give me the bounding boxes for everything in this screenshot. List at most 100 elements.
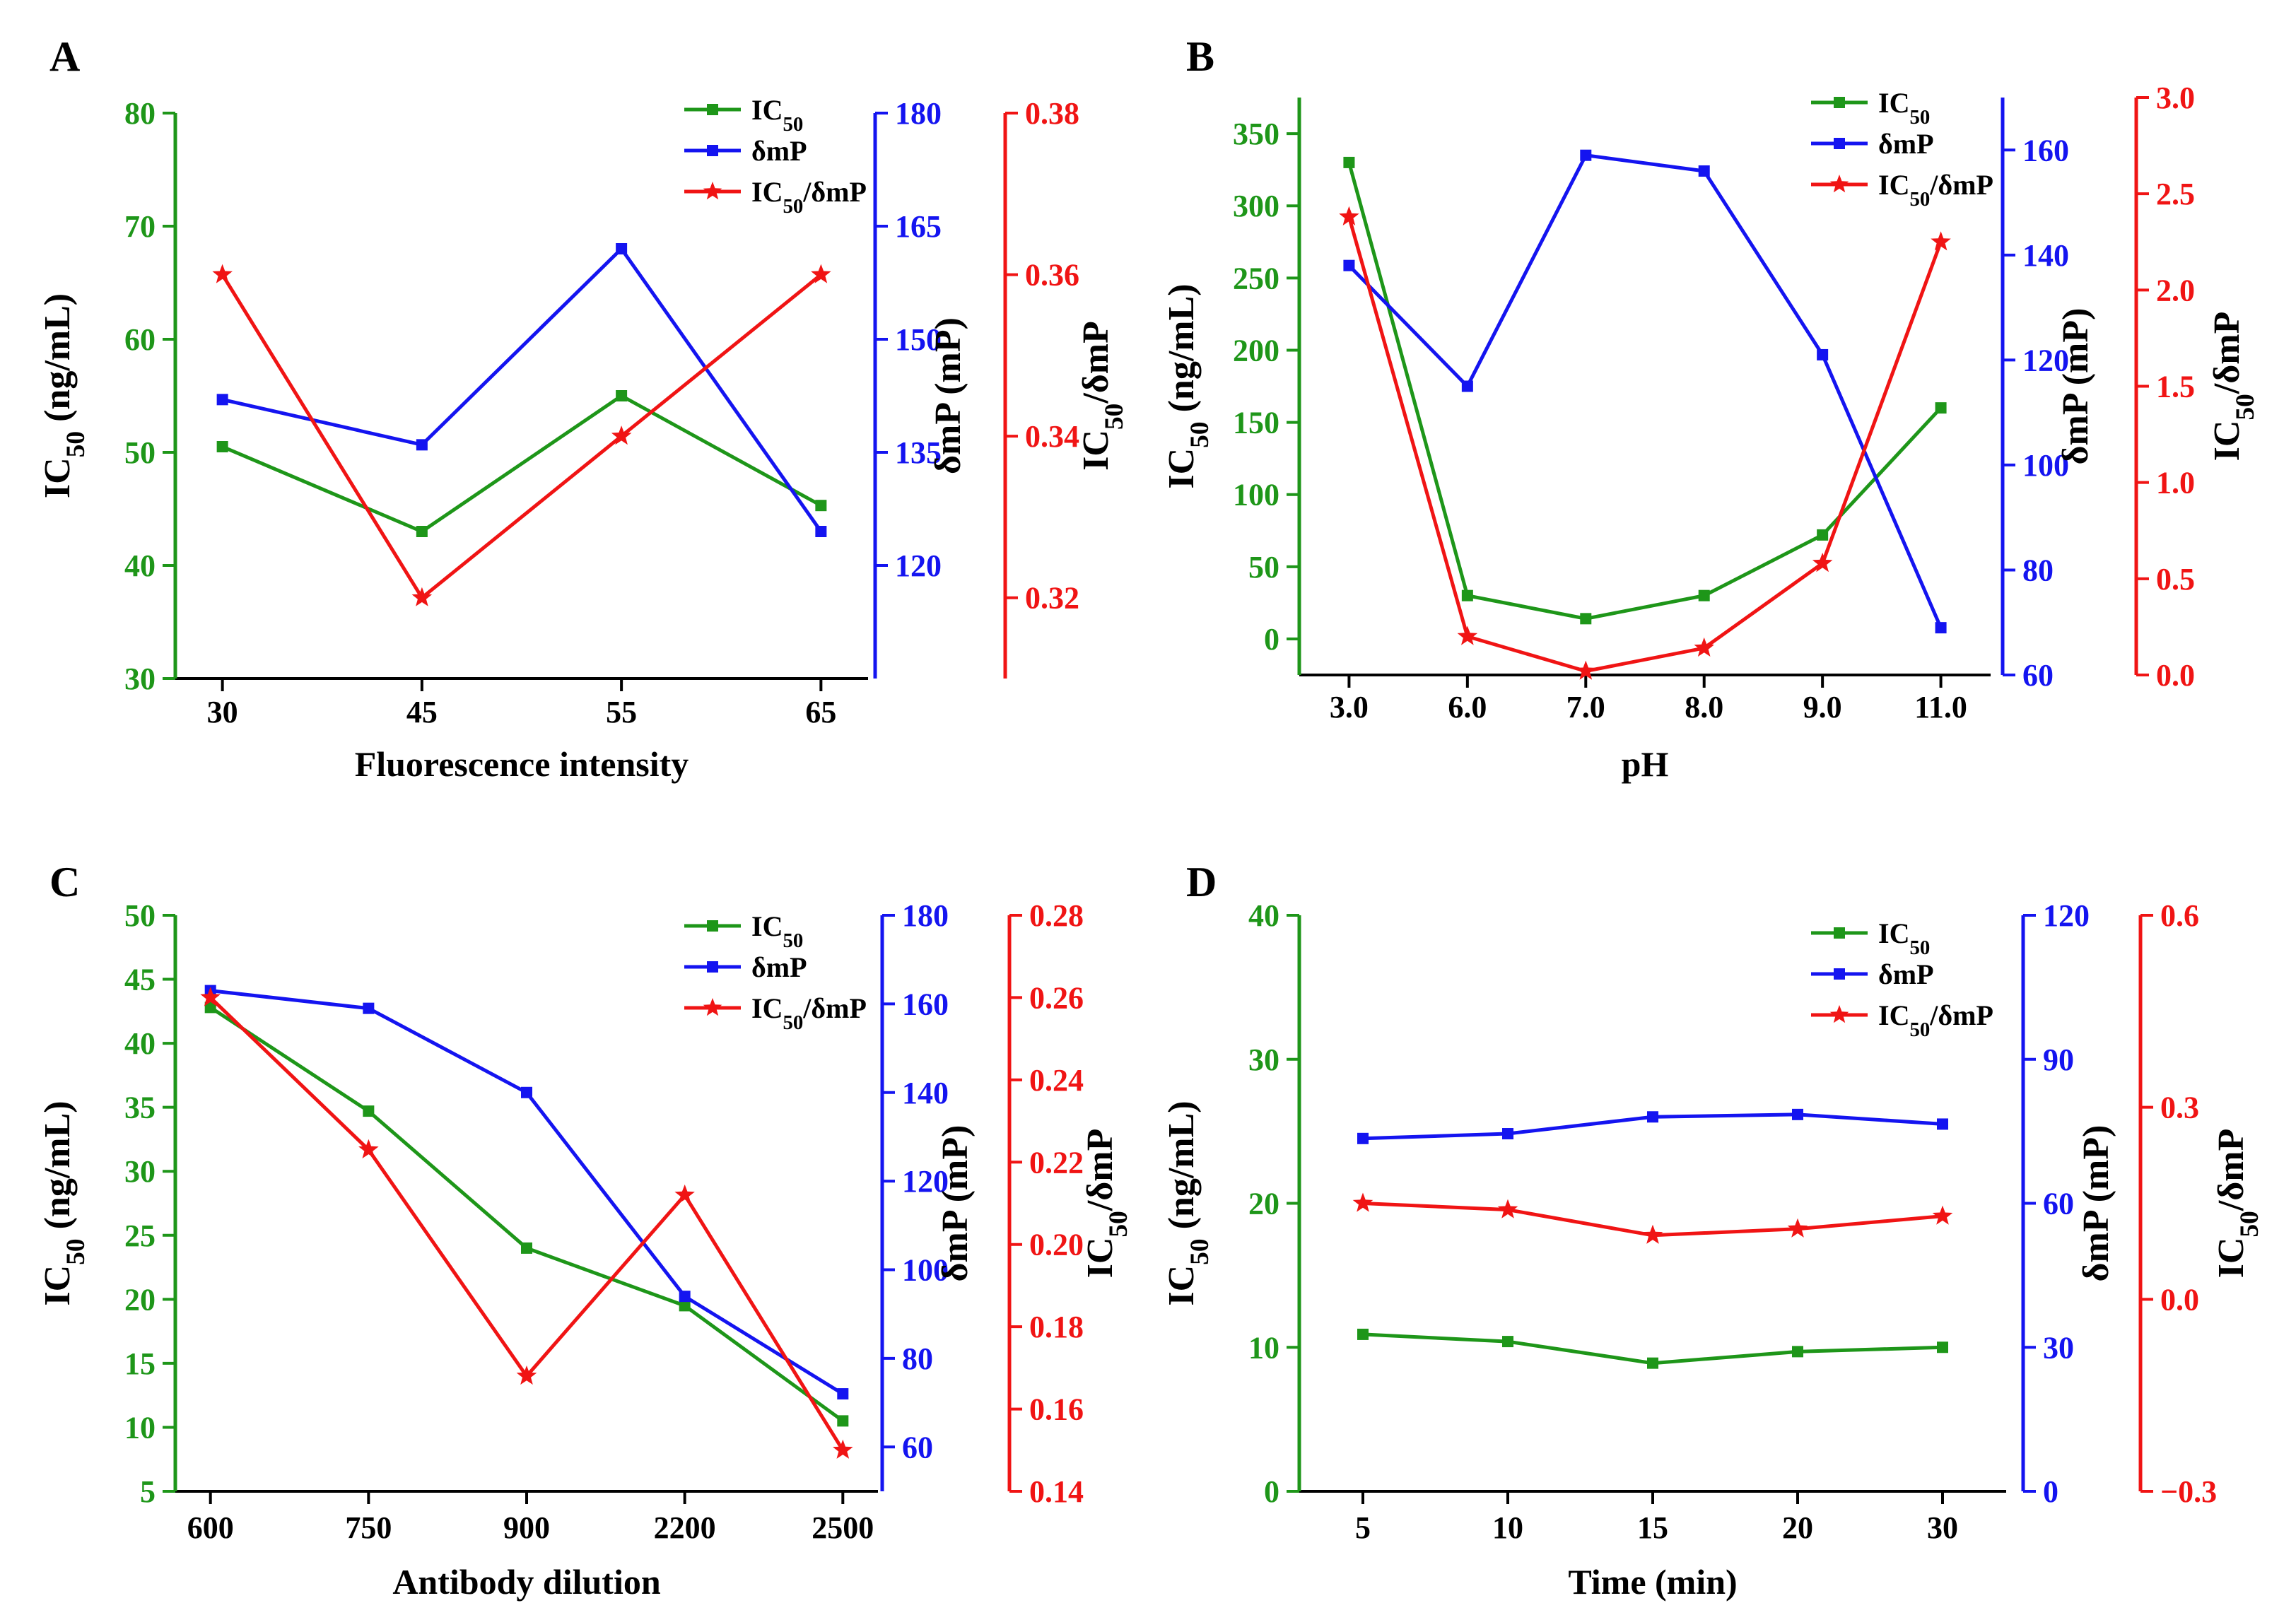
y-tick-label: 300 xyxy=(1233,189,1279,223)
y-tick-label: 200 xyxy=(1233,333,1279,368)
data-point xyxy=(1698,165,1710,177)
panel-C: C 600 750 900 2200 2500 Antibody dilution 5 10 15… xyxy=(37,859,1133,1602)
y2-axis-title: δmP (mP) xyxy=(935,1125,976,1282)
data-point xyxy=(679,1300,691,1312)
data-point xyxy=(411,587,433,606)
y-tick-label: 250 xyxy=(1233,261,1279,295)
data-point xyxy=(674,1184,695,1204)
y1-axis: 0 10 20 30 40 IC50 (ng/mL) xyxy=(1161,898,1301,1509)
y3-axis-title: IC50/δmP xyxy=(1080,1129,1133,1279)
series-line xyxy=(209,996,845,1452)
series-ic50 xyxy=(216,390,827,537)
y-tick-label: 80 xyxy=(2022,553,2054,587)
legend-marker xyxy=(707,145,718,156)
y-tick-label: 0.18 xyxy=(1029,1310,1084,1344)
data-point xyxy=(1497,1199,1518,1218)
series-dmp xyxy=(204,985,849,1400)
panel-D: D 5 10 15 20 30 Time (min) 0 10 20 30 40 IC50 (ng/mL… xyxy=(1161,859,2264,1602)
x-tick-label: 10 xyxy=(1492,1510,1523,1545)
y-tick-label: 50 xyxy=(124,435,156,470)
legend-label: IC50/δmP xyxy=(1878,169,1993,211)
data-point xyxy=(1935,622,1947,634)
y-tick-label: 350 xyxy=(1233,117,1279,151)
series-line xyxy=(221,273,822,601)
series-line xyxy=(1347,153,1943,629)
series-ratio xyxy=(212,264,831,606)
data-point xyxy=(1502,1128,1513,1140)
legend-label: δmP xyxy=(751,951,807,983)
x-tick-label: 2500 xyxy=(812,1510,874,1545)
legend-marker xyxy=(707,920,718,932)
y-tick-label: 135 xyxy=(895,435,942,470)
x-tick-label: 55 xyxy=(606,695,637,729)
y-tick-label: 180 xyxy=(902,898,949,933)
y-tick-label: 120 xyxy=(895,548,942,583)
y-tick-label: 5 xyxy=(140,1474,156,1509)
series-line xyxy=(210,989,844,1396)
x-tick-label: 2200 xyxy=(654,1510,716,1545)
legend-label: IC50 xyxy=(1878,87,1930,129)
data-point xyxy=(1931,231,1951,251)
data-point xyxy=(616,390,628,401)
series-dmp xyxy=(1357,1108,1948,1144)
y-tick-label: 160 xyxy=(902,987,949,1021)
data-point xyxy=(516,1366,537,1385)
legend-marker xyxy=(1834,927,1845,939)
x-tick-label: 30 xyxy=(1927,1510,1958,1545)
y2-axis: 120 135 150 165 180 δmP (mP) xyxy=(873,96,968,679)
y2-axis: 60 80 100 120 140 160 δmP (mP) xyxy=(2001,98,2096,693)
series-line xyxy=(209,1006,844,1423)
y1-axis: 30 40 50 60 70 80 IC50 (ng/mL) xyxy=(37,96,177,696)
panel-letter: B xyxy=(1186,33,1214,80)
legend-label: δmP xyxy=(1878,128,1934,160)
y-tick-label: 100 xyxy=(1233,478,1279,512)
legend-label: IC50 xyxy=(751,910,803,952)
y-tick-label: 15 xyxy=(124,1346,156,1381)
y-tick-label: 100 xyxy=(2022,448,2069,483)
y-tick-label: 60 xyxy=(124,322,156,357)
x-axis-label: pH xyxy=(1622,744,1669,784)
data-point xyxy=(216,394,228,406)
y-tick-label: 0 xyxy=(2043,1474,2058,1509)
data-point xyxy=(1647,1357,1658,1369)
y-tick-label: 2.5 xyxy=(2156,177,2195,211)
data-point xyxy=(815,500,827,512)
y2-axis: 0 30 60 90 120 δmP (mP) xyxy=(2021,898,2116,1509)
panel-letter: D xyxy=(1186,859,1217,905)
data-point xyxy=(1343,259,1355,271)
data-point xyxy=(204,1002,216,1014)
y-tick-label: 0.38 xyxy=(1025,96,1079,131)
x-tick-label: 6.0 xyxy=(1448,690,1487,724)
data-point xyxy=(363,1105,375,1117)
panel-letter: A xyxy=(49,33,80,80)
y3-axis: −0.3 0.0 0.3 0.6 IC50/δmP xyxy=(2138,898,2264,1509)
data-point xyxy=(1502,1336,1513,1348)
y-tick-label: 0.0 xyxy=(2156,658,2195,693)
data-point xyxy=(358,1139,379,1158)
series-line xyxy=(222,246,823,533)
x-tick-label: 900 xyxy=(503,1510,550,1545)
y-tick-label: 40 xyxy=(124,548,156,583)
data-point xyxy=(1580,149,1592,161)
x-tick-label: 8.0 xyxy=(1685,690,1723,724)
legend-marker xyxy=(703,998,722,1016)
y-tick-label: 0.28 xyxy=(1029,898,1084,933)
y-tick-label: −0.3 xyxy=(2160,1474,2217,1509)
y-tick-label: 0.14 xyxy=(1029,1474,1084,1509)
y1-axis-title: IC50 (ng/mL) xyxy=(1161,283,1214,488)
y2-axis-title: δmP (mP) xyxy=(2056,308,2096,465)
y-tick-label: 0.16 xyxy=(1029,1392,1084,1427)
y1-axis-title: IC50 (ng/mL) xyxy=(1161,1100,1214,1305)
y-tick-label: 60 xyxy=(2043,1187,2074,1221)
y-tick-label: 0.5 xyxy=(2156,562,2195,597)
y-tick-label: 40 xyxy=(1248,898,1279,933)
y-tick-label: 180 xyxy=(895,96,942,131)
y-tick-label: 0.6 xyxy=(2160,898,2199,933)
y1-axis: 0 50 100 150 200 250 300 350 IC50 (ng/mL) xyxy=(1161,98,1301,675)
x-tick-label: 9.0 xyxy=(1803,690,1842,724)
data-point xyxy=(1937,1341,1948,1353)
data-point xyxy=(1642,1224,1663,1244)
